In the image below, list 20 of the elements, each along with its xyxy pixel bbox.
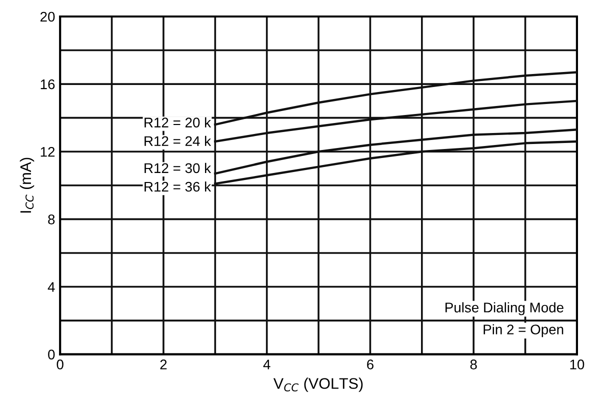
series-label: R12 = 36 k xyxy=(144,181,212,192)
series-label: R12 = 20 k xyxy=(144,117,212,128)
annotation: Pulse Dialing Mode xyxy=(446,302,564,316)
x-tick-label: 10 xyxy=(570,360,584,370)
x-tick-label: 0 xyxy=(56,360,64,370)
x-tick-label: 6 xyxy=(367,360,374,370)
y-tick-label: 16 xyxy=(40,79,55,90)
annotation: Pin 2 = Open xyxy=(484,324,564,338)
y-tick-label: 20 xyxy=(40,12,55,22)
y-tick-label: 0 xyxy=(48,350,55,360)
series-label: R12 = 30 k xyxy=(144,162,212,174)
y-tick-label: 4 xyxy=(48,282,55,292)
y-tick-label: 12 xyxy=(40,146,55,157)
x-axis-title: V$_{CC}$ (VOLTS) xyxy=(273,378,363,392)
x-tick-label: 8 xyxy=(470,360,477,370)
x-tick-label: 2 xyxy=(160,360,167,370)
y-tick-label: 8 xyxy=(48,214,55,224)
x-tick-label: 4 xyxy=(263,360,270,370)
y-axis-title: I$_{CC}$ (mA) xyxy=(20,158,34,213)
series-label: R12 = 24 k xyxy=(144,136,212,146)
